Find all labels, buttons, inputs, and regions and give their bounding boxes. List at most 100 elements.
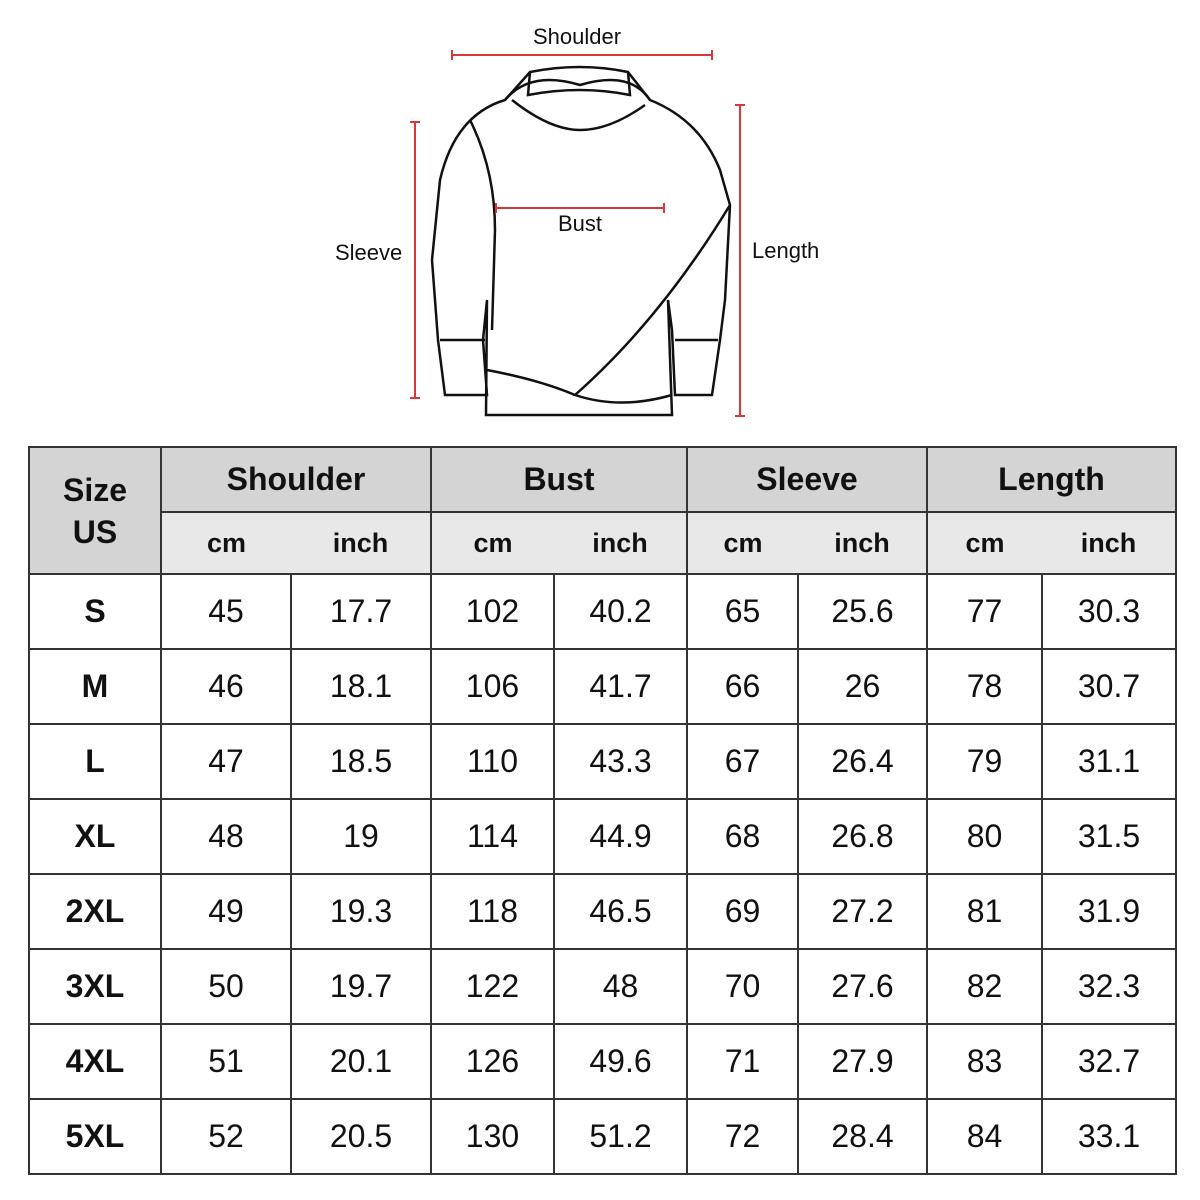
table-row: 5XL 52 20.5 130 51.2 72 28.4 84 33.1 [28,1098,1177,1175]
value-cell: 46 [160,648,292,725]
value-cell: 43.3 [553,723,688,800]
hoodie-outline [430,65,732,417]
value-cell: 80 [926,798,1043,875]
value-cell: 81 [926,873,1043,950]
value-cell: 72 [686,1098,799,1175]
value-cell: 69 [686,873,799,950]
unit-header-row: cm inch cm inch cm inch cm inch [29,511,1177,575]
group-header-length: Length [926,446,1177,513]
value-cell: 40.2 [553,573,688,650]
value-cell: 26 [797,648,928,725]
size-cell: S [28,573,162,650]
value-cell: 51.2 [553,1098,688,1175]
value-cell: 78 [926,648,1043,725]
value-cell: 130 [430,1098,555,1175]
value-cell: 102 [430,573,555,650]
size-cell: L [28,723,162,800]
value-cell: 47 [160,723,292,800]
unit-inch: inch [798,511,928,575]
value-cell: 32.7 [1041,1023,1177,1100]
value-cell: 46.5 [553,873,688,950]
value-cell: 32.3 [1041,948,1177,1025]
table-row: 3XL 50 19.7 122 48 70 27.6 82 32.3 [28,948,1177,1025]
value-cell: 51 [160,1023,292,1100]
value-cell: 17.7 [290,573,432,650]
value-cell: 49 [160,873,292,950]
sleeve-label: Sleeve [335,240,403,265]
value-cell: 82 [926,948,1043,1025]
value-cell: 44.9 [553,798,688,875]
value-cell: 106 [430,648,555,725]
value-cell: 50 [160,948,292,1025]
size-cell: 4XL [28,1023,162,1100]
unit-cm: cm [926,511,1042,575]
hoodie-diagram [410,50,745,417]
value-cell: 66 [686,648,799,725]
value-cell: 19.7 [290,948,432,1025]
value-cell: 18.1 [290,648,432,725]
table-row: 2XL 49 19.3 118 46.5 69 27.2 81 31.9 [28,873,1177,950]
unit-inch: inch [1042,511,1177,575]
value-cell: 31.5 [1041,798,1177,875]
value-cell: 31.1 [1041,723,1177,800]
value-cell: 67 [686,723,799,800]
value-cell: 83 [926,1023,1043,1100]
value-cell: 114 [430,798,555,875]
value-cell: 31.9 [1041,873,1177,950]
unit-cm: cm [686,511,798,575]
value-cell: 110 [430,723,555,800]
table-row: L 47 18.5 110 43.3 67 26.4 79 31.1 [28,723,1177,800]
value-cell: 27.6 [797,948,928,1025]
table-row: 4XL 51 20.1 126 49.6 71 27.9 83 32.7 [28,1023,1177,1100]
unit-cm: cm [160,511,291,575]
value-cell: 48 [553,948,688,1025]
size-cell: 2XL [28,873,162,950]
size-cell: 3XL [28,948,162,1025]
value-cell: 41.7 [553,648,688,725]
value-cell: 30.7 [1041,648,1177,725]
value-cell: 49.6 [553,1023,688,1100]
value-cell: 33.1 [1041,1098,1177,1175]
value-cell: 68 [686,798,799,875]
group-header-bust: Bust [430,446,688,513]
size-cell: XL [28,798,162,875]
value-cell: 118 [430,873,555,950]
value-cell: 28.4 [797,1098,928,1175]
value-cell: 122 [430,948,555,1025]
table-row: M 46 18.1 106 41.7 66 26 78 30.7 [28,648,1177,725]
value-cell: 71 [686,1023,799,1100]
size-chart-table: Size US Shoulder Bust Sleeve Length cm inc… [28,446,1177,1175]
group-header-shoulder: Shoulder [160,446,432,513]
value-cell: 19 [290,798,432,875]
size-header-line1: Size [62,471,128,508]
value-cell: 70 [686,948,799,1025]
bust-label: Bust [558,211,603,236]
value-cell: 126 [430,1023,555,1100]
value-cell: 79 [926,723,1043,800]
value-cell: 77 [926,573,1043,650]
value-cell: 65 [686,573,799,650]
unit-inch: inch [554,511,688,575]
value-cell: 19.3 [290,873,432,950]
value-cell: 20.1 [290,1023,432,1100]
size-cell: 5XL [28,1098,162,1175]
value-cell: 45 [160,573,292,650]
unit-inch: inch [291,511,432,575]
value-cell: 48 [160,798,292,875]
value-cell: 25.6 [797,573,928,650]
measurement-lines [410,50,745,417]
value-cell: 26.4 [797,723,928,800]
value-cell: 26.8 [797,798,928,875]
value-cell: 84 [926,1098,1043,1175]
value-cell: 18.5 [290,723,432,800]
size-header: Size US [28,446,162,575]
table-row: S 45 17.7 102 40.2 65 25.6 77 30.3 [28,573,1177,650]
shoulder-label: Shoulder [533,24,622,49]
value-cell: 27.9 [797,1023,928,1100]
value-cell: 27.2 [797,873,928,950]
size-header-line2: US [72,513,118,550]
unit-cm: cm [430,511,554,575]
size-cell: M [28,648,162,725]
length-label: Length [752,238,820,263]
group-header-sleeve: Sleeve [686,446,928,513]
